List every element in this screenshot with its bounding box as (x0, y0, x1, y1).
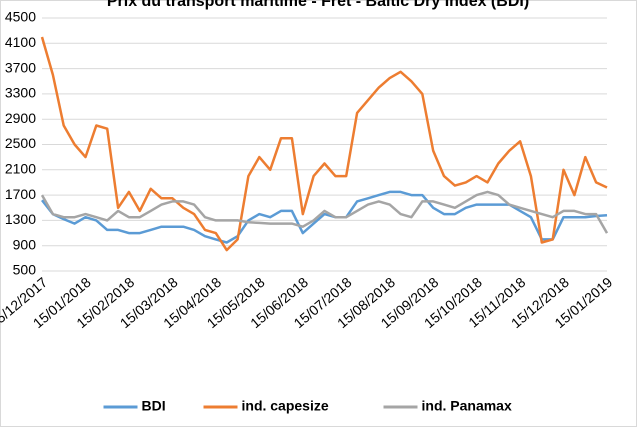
legend-label: ind. capesize (242, 398, 329, 414)
y-tick-label: 1300 (5, 211, 36, 227)
legend-label: BDI (142, 398, 166, 414)
y-tick-label: 900 (13, 236, 37, 252)
y-tick-label: 4500 (5, 9, 36, 25)
y-tick-label: 3700 (5, 59, 36, 75)
y-tick-label: 4100 (5, 34, 36, 50)
y-tick-label: 2100 (5, 161, 36, 177)
y-tick-label: 500 (13, 262, 37, 278)
y-tick-label: 1700 (5, 186, 36, 202)
legend-label: ind. Panamax (422, 398, 512, 414)
chart-title: Prix du transport maritime - Fret - Balt… (107, 0, 529, 10)
series-line (40, 190, 609, 234)
y-tick-label: 2500 (5, 135, 36, 151)
y-tick-label: 2900 (5, 110, 36, 126)
series-line (40, 36, 608, 252)
y-tick-label: 3300 (5, 85, 36, 101)
